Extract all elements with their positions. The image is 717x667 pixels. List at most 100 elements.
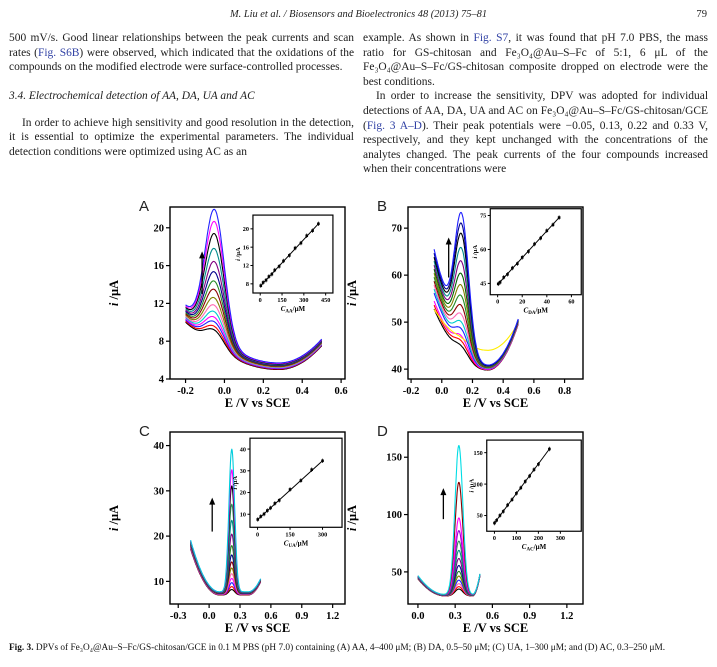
svg-text:D: D xyxy=(377,423,388,440)
svg-text:60: 60 xyxy=(392,271,403,282)
paragraph: In order to increase the sensitivity, DP… xyxy=(363,89,708,177)
figure-caption: Fig. 3. DPVs of Fe₃O₄@Au–S–Fc/GS-chitosa… xyxy=(9,643,710,653)
svg-text:i /μA: i /μA xyxy=(472,245,479,259)
svg-text:20: 20 xyxy=(154,223,165,234)
svg-text:E /V vs SCE: E /V vs SCE xyxy=(225,621,290,635)
svg-text:8: 8 xyxy=(246,281,249,288)
svg-text:0.0: 0.0 xyxy=(218,386,231,397)
text-segment: example. As shown in xyxy=(363,32,474,44)
svg-text:0.2: 0.2 xyxy=(257,386,270,397)
figure-caption-label: Fig. 3. xyxy=(9,643,34,653)
svg-text:0.4: 0.4 xyxy=(497,386,511,397)
svg-text:40: 40 xyxy=(240,446,246,453)
text-segment: In order to increase the sensitivity, DP… xyxy=(363,90,708,132)
svg-text:E /V vs SCE: E /V vs SCE xyxy=(225,396,290,410)
svg-text:-0.2: -0.2 xyxy=(177,386,194,397)
svg-text:0.3: 0.3 xyxy=(233,611,246,622)
dpv-panel-c: C -0.3 0.0 0.3 0.6 0.9 1.2 10 20 30 40 E /V vs SCE i… xyxy=(85,418,375,648)
svg-text:20: 20 xyxy=(240,490,246,497)
svg-text:i /μA: i /μA xyxy=(235,247,242,261)
svg-text:40: 40 xyxy=(544,299,550,306)
svg-text:1.2: 1.2 xyxy=(560,611,573,622)
svg-text:300: 300 xyxy=(556,535,565,542)
svg-text:300: 300 xyxy=(299,297,308,304)
svg-text:0: 0 xyxy=(259,297,262,304)
text-column-left: 500 mV/s. Good linear relationships betw… xyxy=(9,31,354,160)
svg-text:A: A xyxy=(139,198,149,215)
svg-text:150: 150 xyxy=(386,453,402,464)
svg-text:10: 10 xyxy=(154,577,165,588)
section-heading: 3.4. Electrochemical detection of AA, DA… xyxy=(9,89,255,102)
svg-text:i /μA: i /μA xyxy=(345,280,359,306)
svg-text:60: 60 xyxy=(480,247,486,254)
svg-text:i /μA: i /μA xyxy=(107,505,121,531)
svg-text:0.6: 0.6 xyxy=(264,611,277,622)
svg-text:12: 12 xyxy=(154,299,165,310)
svg-text:B: B xyxy=(377,198,387,215)
svg-text:40: 40 xyxy=(392,365,403,376)
paragraph: In order to achieve high sensitivity and… xyxy=(9,116,354,160)
svg-text:30: 30 xyxy=(154,486,165,497)
svg-text:100: 100 xyxy=(386,510,402,521)
svg-text:0.6: 0.6 xyxy=(335,386,348,397)
svg-text:40: 40 xyxy=(154,441,165,452)
svg-text:100: 100 xyxy=(512,535,521,542)
svg-text:150: 150 xyxy=(473,450,482,457)
text-segment: In order to achieve high sensitivity and… xyxy=(9,116,354,158)
svg-text:0.0: 0.0 xyxy=(203,611,216,622)
dpv-panel-a: A -0.2 0.0 0.2 0.4 0.6 4 8 12 16 20 E /V vs SCE i /μ… xyxy=(85,193,375,423)
svg-text:0.8: 0.8 xyxy=(558,386,571,397)
svg-text:50: 50 xyxy=(392,567,403,578)
svg-text:450: 450 xyxy=(321,297,330,304)
text-segment: 500 mV/s. Good linear relationships betw… xyxy=(9,32,354,59)
dpv-panel-d: D 0.0 0.3 0.6 0.9 1.2 50 100 150 E /V vs SCE i /μA… xyxy=(323,418,613,648)
page-number: 79 xyxy=(696,9,707,20)
svg-text:150: 150 xyxy=(285,531,294,538)
svg-text:0.2: 0.2 xyxy=(466,386,479,397)
svg-text:-0.3: -0.3 xyxy=(170,611,187,622)
svg-text:E /V vs SCE: E /V vs SCE xyxy=(463,621,528,635)
svg-text:50: 50 xyxy=(477,513,483,520)
cross-reference-link[interactable]: Fig. S7 xyxy=(473,32,509,44)
svg-text:4: 4 xyxy=(159,375,165,386)
svg-text:CUA/μM: CUA/μM xyxy=(284,539,309,548)
paragraph: 500 mV/s. Good linear relationships betw… xyxy=(9,31,354,75)
svg-text:-0.2: -0.2 xyxy=(403,386,420,397)
svg-text:16: 16 xyxy=(243,244,249,251)
svg-text:45: 45 xyxy=(480,281,486,288)
running-head-citation: M. Liu et al. / Biosensors and Bioelectr… xyxy=(229,9,488,20)
svg-text:i /μA: i /μA xyxy=(345,505,359,531)
cross-reference-link[interactable]: Fig. 3 A–D xyxy=(366,119,422,132)
svg-text:0: 0 xyxy=(493,535,496,542)
svg-text:20: 20 xyxy=(519,299,525,306)
svg-text:0.9: 0.9 xyxy=(295,611,308,622)
svg-text:0.3: 0.3 xyxy=(449,611,462,622)
cross-reference-link[interactable]: Fig. S6B xyxy=(38,46,80,59)
svg-text:CAC/μM: CAC/μM xyxy=(522,543,547,553)
svg-text:i /μA: i /μA xyxy=(232,476,239,490)
svg-text:1.2: 1.2 xyxy=(326,611,339,622)
svg-text:0: 0 xyxy=(496,299,499,306)
svg-text:10: 10 xyxy=(240,511,246,518)
svg-text:E /V vs SCE: E /V vs SCE xyxy=(463,396,528,410)
svg-text:200: 200 xyxy=(534,535,543,542)
svg-text:75: 75 xyxy=(480,213,486,220)
svg-text:30: 30 xyxy=(240,468,246,475)
dpv-chart-B: B -0.2 0.0 0.2 0.4 0.6 0.8 40 50 60 70 E /V vs SCE i… xyxy=(345,198,584,410)
svg-text:0.9: 0.9 xyxy=(523,611,536,622)
svg-text:0.4: 0.4 xyxy=(296,386,310,397)
svg-text:60: 60 xyxy=(568,299,574,306)
svg-text:20: 20 xyxy=(243,226,249,233)
svg-text:300: 300 xyxy=(318,531,327,538)
figure-caption-text: DPVs of Fe₃O₄@Au–S–Fc/GS-chitosan/GCE in… xyxy=(33,643,666,653)
svg-text:150: 150 xyxy=(277,297,286,304)
figure-3: A -0.2 0.0 0.2 0.4 0.6 4 8 12 16 20 E /V vs SCE i /μ… xyxy=(0,188,717,636)
svg-text:16: 16 xyxy=(154,261,165,272)
svg-text:i /μA: i /μA xyxy=(107,280,121,306)
dpv-panel-b: B -0.2 0.0 0.2 0.4 0.6 0.8 40 50 60 70 E /V vs SCE i… xyxy=(323,193,613,423)
paragraph: example. As shown in Fig. S7, it was fou… xyxy=(363,31,708,89)
text-segment: ). Their peak potentials were −0.05, 0.1… xyxy=(363,119,708,176)
text-segment: ) were observed, which indicated that th… xyxy=(9,46,355,74)
svg-text:CDA/μM: CDA/μM xyxy=(524,307,549,317)
dpv-chart-A: A -0.2 0.0 0.2 0.4 0.6 4 8 12 16 20 E /V vs SCE i /μ… xyxy=(107,198,348,410)
